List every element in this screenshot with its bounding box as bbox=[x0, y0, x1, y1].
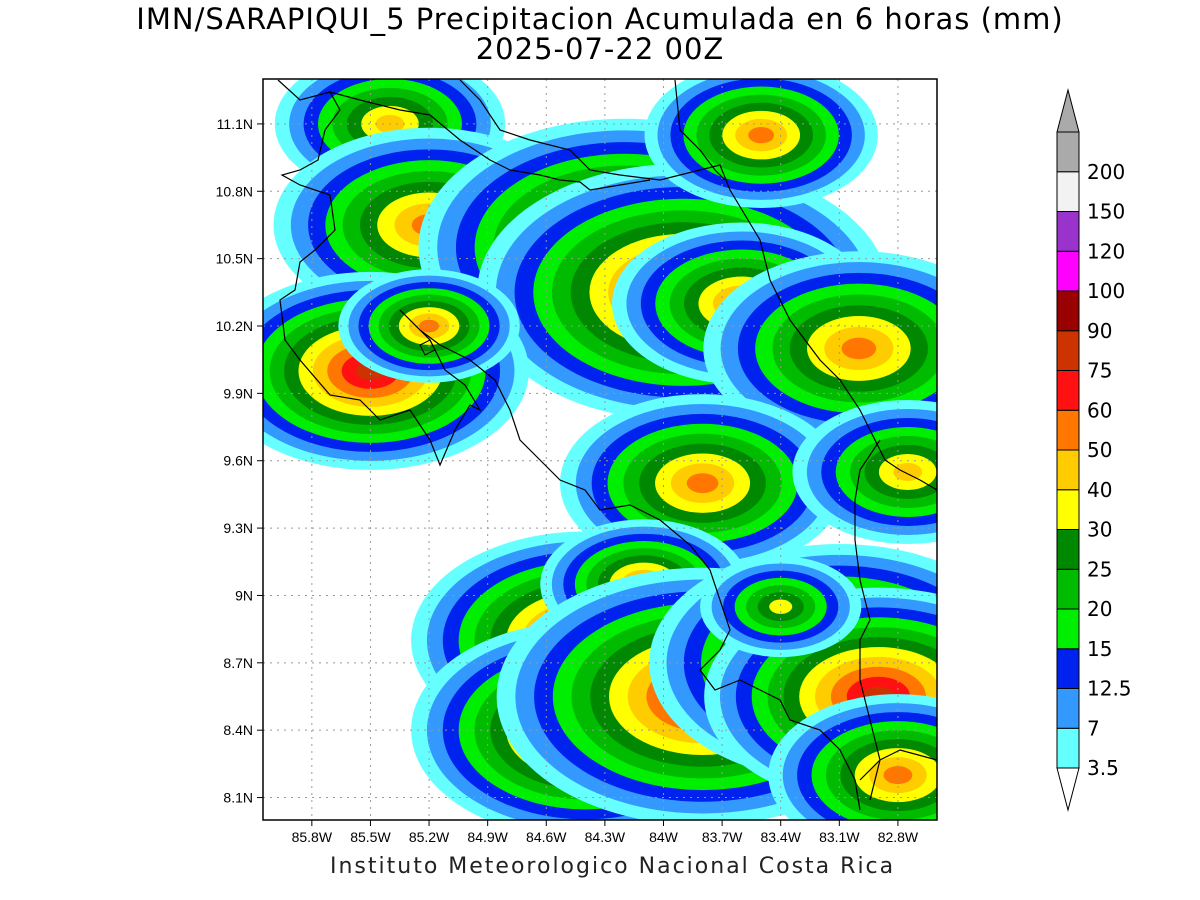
nicoya-island bbox=[419, 339, 436, 356]
precip-cell bbox=[792, 399, 937, 544]
x-tick-label: 84.6W bbox=[526, 829, 567, 845]
colorbar-swatch bbox=[1056, 489, 1080, 530]
colorbar-swatch bbox=[1056, 688, 1080, 729]
colorbar-swatch bbox=[1056, 211, 1080, 252]
upper-right-lines bbox=[674, 79, 726, 181]
colorbar-swatch bbox=[1056, 648, 1080, 689]
map-subtitle-datetime: 2025-07-22 00Z bbox=[475, 32, 725, 66]
lower-right-coast bbox=[859, 749, 937, 781]
precip-cell bbox=[703, 251, 937, 446]
precip-contour bbox=[841, 337, 877, 360]
colorbar-label: 20 bbox=[1087, 597, 1112, 621]
x-tick-label: 84W bbox=[649, 829, 679, 845]
nicaragua-border bbox=[329, 91, 651, 191]
y-tick-label: 8.1N bbox=[223, 790, 253, 806]
precipitation-field bbox=[263, 79, 937, 820]
precip-cell bbox=[560, 394, 846, 573]
gridlines bbox=[263, 79, 937, 820]
colorbar-swatch bbox=[1056, 409, 1080, 451]
colorbar-label: 50 bbox=[1087, 438, 1112, 462]
precip-cell bbox=[700, 556, 862, 658]
precip-cell bbox=[644, 79, 878, 209]
precip-contour bbox=[893, 462, 923, 481]
colorbar-label: 12.5 bbox=[1087, 677, 1132, 701]
colorbar-min-arrow bbox=[1056, 767, 1080, 812]
y-tick-label: 9.9N bbox=[223, 385, 253, 401]
colorbar-swatch bbox=[1056, 449, 1080, 491]
y-tick-label: 9.6N bbox=[223, 453, 253, 469]
colorbar-swatch bbox=[1056, 568, 1080, 610]
colorbar-label: 40 bbox=[1087, 478, 1112, 502]
x-tick-label: 83.1W bbox=[819, 829, 860, 845]
colorbar-label: 90 bbox=[1087, 319, 1112, 343]
colorbar-label: 3.5 bbox=[1087, 756, 1119, 780]
y-tick-label: 10.5N bbox=[216, 251, 253, 267]
x-tick-label: 85.2W bbox=[409, 829, 450, 845]
colorbar-swatch bbox=[1056, 727, 1080, 769]
colorbar-label: 120 bbox=[1087, 239, 1125, 263]
colorbar-label: 100 bbox=[1087, 279, 1125, 303]
x-tick-label: 84.3W bbox=[585, 829, 626, 845]
y-tick-label: 10.2N bbox=[216, 318, 253, 334]
colorbar-swatch bbox=[1056, 608, 1080, 650]
colorbar-label: 25 bbox=[1087, 557, 1112, 581]
footer-credit: Instituto Meteorologico Nacional Costa R… bbox=[330, 854, 896, 879]
x-tick-label: 84.9W bbox=[467, 829, 508, 845]
colorbar-label: 60 bbox=[1087, 398, 1112, 422]
coastline-pacific bbox=[277, 79, 861, 811]
precip-contour bbox=[686, 473, 719, 494]
x-tick-label: 85.5W bbox=[350, 829, 391, 845]
colorbar-label: 150 bbox=[1087, 200, 1125, 224]
colorbar-swatch bbox=[1056, 250, 1080, 292]
precip-contour bbox=[769, 599, 793, 614]
colorbar-label: 7 bbox=[1087, 716, 1100, 740]
colorbar-swatch bbox=[1056, 330, 1080, 371]
y-tick-label: 8.4N bbox=[223, 722, 253, 738]
coastline-borders bbox=[277, 79, 937, 811]
y-axis-labels: 11.1N 10.8N 10.5N 10.2N 9.9N 9.6N 9.3N 9N 8.7N 8.… bbox=[216, 116, 263, 806]
colorbar-label: 15 bbox=[1087, 637, 1112, 661]
precip-contour bbox=[748, 127, 775, 144]
x-tick-label: 82.8W bbox=[878, 829, 919, 845]
y-tick-label: 8.7N bbox=[223, 655, 253, 671]
colorbar-label: 30 bbox=[1087, 518, 1112, 542]
panama-border bbox=[854, 439, 881, 801]
x-axis-labels: 85.8W 85.5W 85.2W 84.9W 84.6W 84.3W 84W 83.7W 83… bbox=[292, 820, 919, 845]
colorbar-swatch bbox=[1056, 370, 1080, 411]
plot-frame bbox=[262, 78, 938, 821]
coastline-caribbean bbox=[459, 79, 937, 491]
y-tick-label: 10.8N bbox=[216, 183, 253, 199]
y-tick-label: 9.3N bbox=[223, 520, 253, 536]
colorbar-max-arrow bbox=[1056, 88, 1080, 133]
precip-contour bbox=[883, 766, 913, 785]
colorbar-swatch bbox=[1056, 131, 1080, 173]
colorbar-swatch bbox=[1056, 529, 1080, 570]
x-tick-label: 83.4W bbox=[760, 829, 801, 845]
x-tick-label: 83.7W bbox=[702, 829, 743, 845]
x-tick-label: 85.8W bbox=[292, 829, 333, 845]
colorbar-swatch bbox=[1056, 290, 1080, 332]
map-title: IMN/SARAPIQUI_5 Precipitacion Acumulada … bbox=[136, 2, 1064, 36]
colorbar-label: 75 bbox=[1087, 359, 1112, 383]
colorbar-legend: 3.5 7 12.5 15 20 25 30 40 50 60 75 90 100 120 150 200 bbox=[1056, 88, 1132, 812]
colorbar-label: 200 bbox=[1087, 160, 1125, 184]
colorbar-swatch bbox=[1056, 171, 1080, 212]
y-tick-label: 11.1N bbox=[217, 116, 253, 132]
y-tick-label: 9N bbox=[235, 587, 253, 603]
